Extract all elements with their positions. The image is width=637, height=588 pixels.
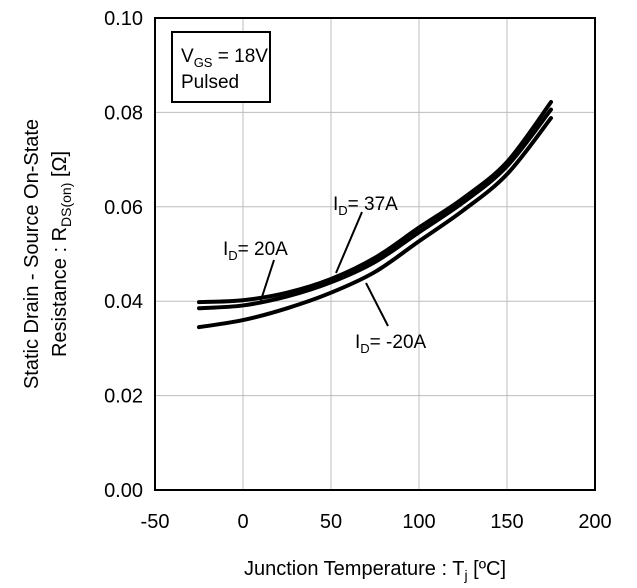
series-line-0 xyxy=(197,100,553,305)
x-axis-title-unit: [ºC] xyxy=(468,558,506,580)
legend-line-1-rest: = 18V xyxy=(212,46,268,67)
x-tick-label: 150 xyxy=(490,511,523,533)
label-neg20a-rest: = -20A xyxy=(370,332,427,353)
x-axis-title: Junction Temperature : Tj [ºC] xyxy=(244,558,506,583)
series-line-1 xyxy=(197,107,553,311)
y-axis-title-line-2-unit: [Ω] xyxy=(49,151,71,183)
x-tick-label: 200 xyxy=(578,511,611,533)
x-tick-label: -50 xyxy=(141,511,170,533)
y-axis-title-line-2-main: Resistance : R xyxy=(49,227,71,357)
x-tick-label: 50 xyxy=(320,511,342,533)
y-tick-label: 0.02 xyxy=(104,386,143,408)
label-20a-rest: = 20A xyxy=(238,239,289,260)
y-axis-title-line-1: Static Drain - Source On-State xyxy=(21,119,43,389)
series-line-2 xyxy=(197,116,553,330)
label-20a: ID= 20A xyxy=(223,239,288,263)
x-axis-title-sub: j xyxy=(463,567,467,583)
label-37a-rest: = 37A xyxy=(348,194,399,215)
leader-neg20a xyxy=(365,282,389,327)
x-tick-label: 0 xyxy=(237,511,248,533)
legend-line-1-main: V xyxy=(181,46,194,67)
y-tick-label: 0.10 xyxy=(104,8,143,30)
label-37a-main: I xyxy=(333,194,338,215)
leader-37a xyxy=(335,211,363,274)
label-neg20a: ID= -20A xyxy=(355,332,427,356)
series-annotations: ID= 37A ID= 20A ID= -20A xyxy=(223,194,427,356)
leader-20a xyxy=(259,259,275,304)
legend-line-1: VGS = 18V xyxy=(181,46,268,70)
y-axis-title-line-2: Resistance : RDS(on) [Ω] xyxy=(49,151,74,357)
legend-line-2: Pulsed xyxy=(181,72,239,93)
tick-labels: -50 0 50 100 150 200 0.00 0.02 0.04 0.06 0.08 0.10 xyxy=(104,8,612,533)
label-37a: ID= 37A xyxy=(333,194,398,218)
y-tick-label: 0.04 xyxy=(104,291,143,313)
label-neg20a-sub: D xyxy=(360,341,369,356)
y-tick-label: 0.08 xyxy=(104,102,143,124)
y-tick-label: 0.00 xyxy=(104,480,143,502)
x-axis-title-main: Junction Temperature : T xyxy=(244,558,465,580)
label-20a-sub: D xyxy=(228,248,237,263)
label-37a-sub: D xyxy=(338,203,347,218)
legend-line-1-sub: GS xyxy=(194,55,213,70)
legend: VGS = 18V Pulsed xyxy=(171,31,271,103)
plot-frame xyxy=(154,17,596,491)
series-layer xyxy=(197,100,553,330)
y-axis-title-line-2-sub: DS(on) xyxy=(58,183,74,227)
x-tick-label: 100 xyxy=(402,511,435,533)
label-20a-main: I xyxy=(223,239,228,260)
y-tick-label: 0.06 xyxy=(104,197,143,219)
legend-box xyxy=(171,31,271,103)
label-neg20a-main: I xyxy=(355,332,360,353)
